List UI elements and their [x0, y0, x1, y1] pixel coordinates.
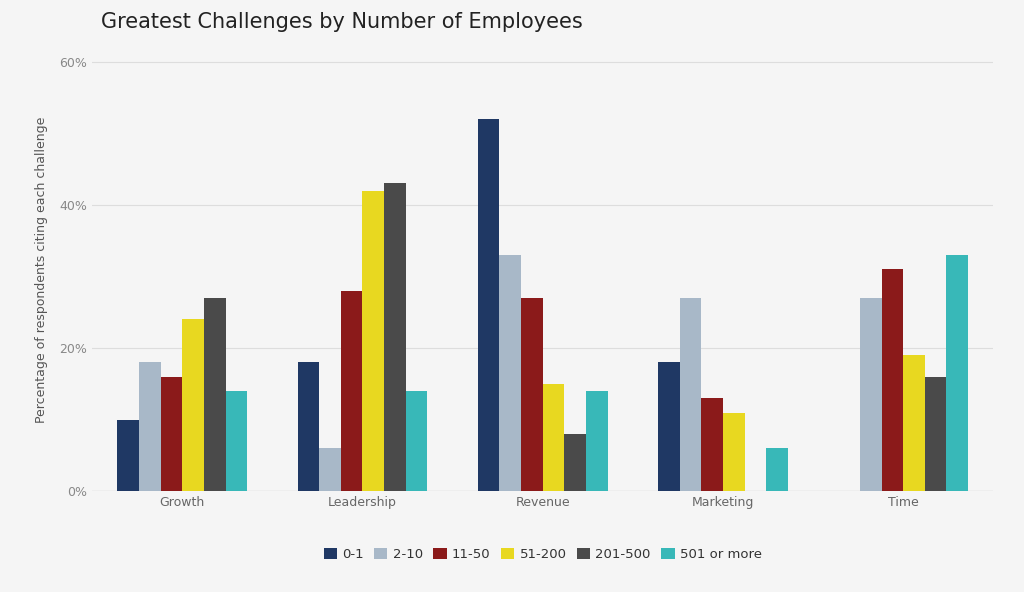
Bar: [362, 191, 384, 491]
Bar: [406, 391, 427, 491]
Bar: [225, 391, 247, 491]
Bar: [182, 320, 204, 491]
Bar: [118, 420, 139, 491]
Bar: [204, 298, 225, 491]
Text: Greatest Challenges by Number of Employees: Greatest Challenges by Number of Employe…: [101, 12, 583, 32]
Bar: [903, 355, 925, 491]
Bar: [500, 255, 521, 491]
Bar: [658, 362, 680, 491]
Bar: [139, 362, 161, 491]
Bar: [680, 298, 701, 491]
Y-axis label: Percentage of respondents citing each challenge: Percentage of respondents citing each ch…: [35, 116, 48, 423]
Bar: [521, 298, 543, 491]
Legend: 0-1, 2-10, 11-50, 51-200, 201-500, 501 or more: 0-1, 2-10, 11-50, 51-200, 201-500, 501 o…: [318, 542, 767, 566]
Bar: [543, 384, 564, 491]
Bar: [586, 391, 607, 491]
Bar: [723, 413, 744, 491]
Bar: [701, 398, 723, 491]
Bar: [341, 291, 362, 491]
Bar: [860, 298, 882, 491]
Bar: [298, 362, 319, 491]
Bar: [384, 184, 406, 491]
Bar: [882, 269, 903, 491]
Bar: [946, 255, 968, 491]
Bar: [319, 448, 341, 491]
Bar: [161, 377, 182, 491]
Bar: [564, 434, 586, 491]
Bar: [925, 377, 946, 491]
Bar: [766, 448, 787, 491]
Bar: [478, 119, 500, 491]
